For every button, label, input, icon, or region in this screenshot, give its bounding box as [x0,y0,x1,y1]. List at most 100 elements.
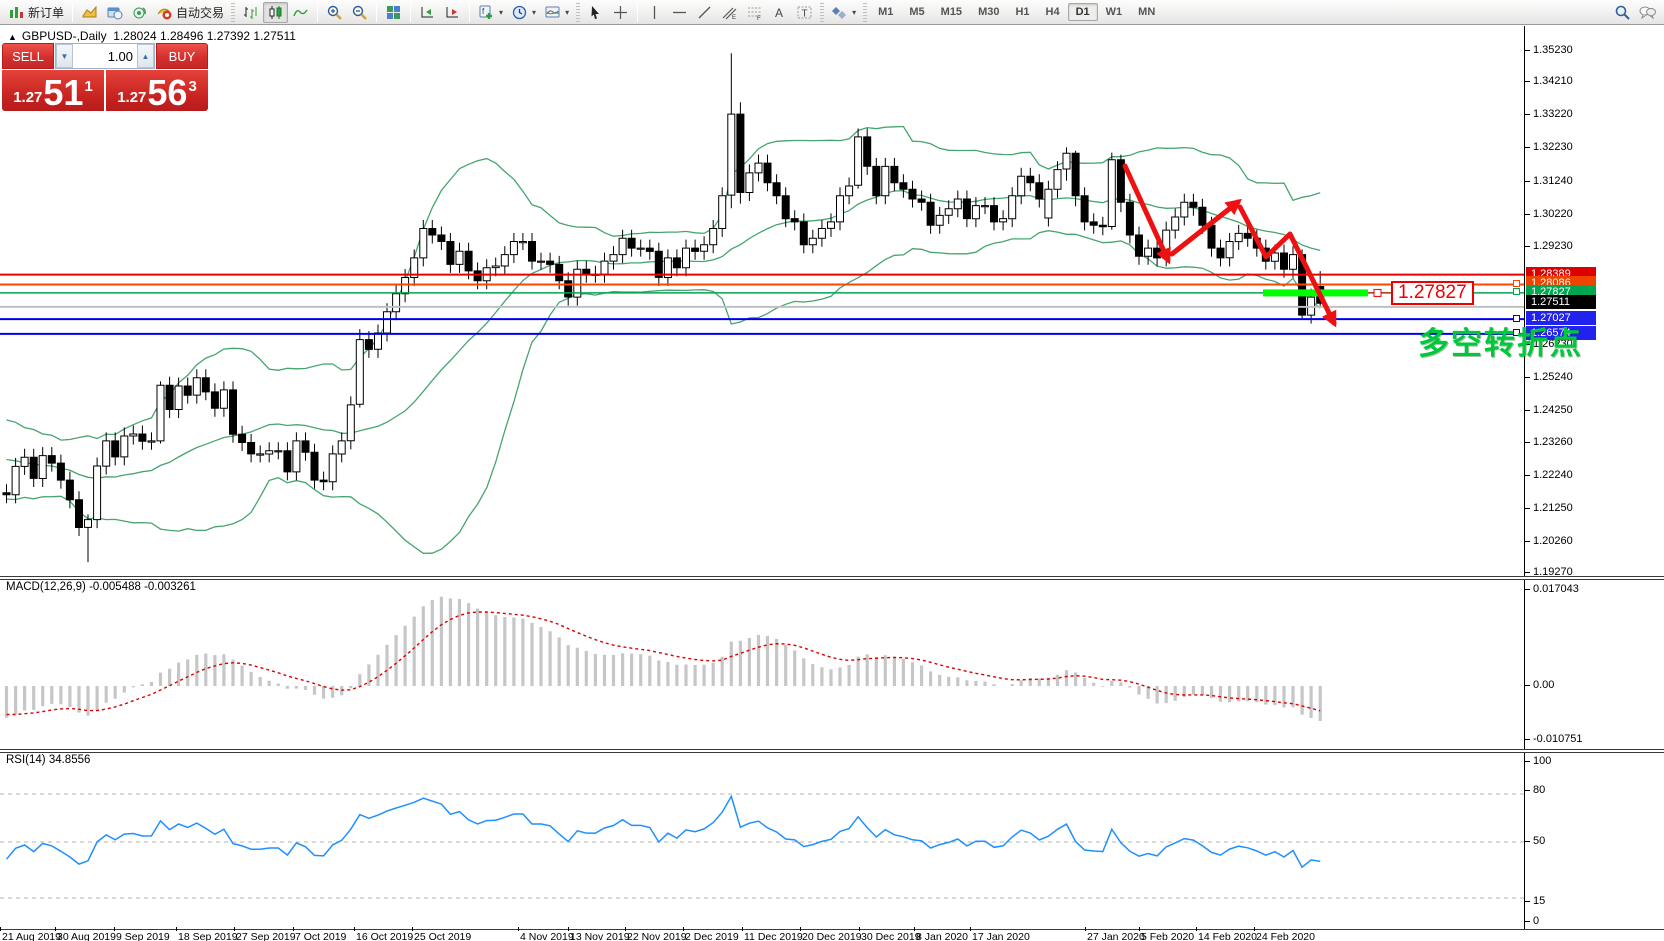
indicators-caret-icon[interactable]: ▾ [499,7,504,17]
time-tick-label: 4 Nov 2019 [520,931,574,941]
cursor-tool-button[interactable] [583,2,608,23]
bollinger-upper-band[interactable] [6,125,1321,441]
trend-arrow-annotation-2[interactable] [1169,198,1242,257]
buy-button[interactable]: BUY [156,43,208,69]
text-tool-button[interactable]: A [767,2,792,23]
buy-price-display[interactable]: 1.27 56 3 [106,70,208,111]
price-tick-label: 1.33220 [1533,108,1573,120]
time-axis-tick [859,927,860,931]
support-highlight-line[interactable] [1263,289,1368,297]
open-chart-button[interactable] [77,2,102,23]
indicators-icon: f [479,5,493,19]
indicator-tick-label: -0.010751 [1533,733,1583,745]
price-axis-tick [1525,246,1530,247]
time-axis-tick [1085,927,1086,931]
indicators-button[interactable]: f ▾ [474,2,507,23]
zoom-in-icon [327,5,342,20]
indicator-tick-label: 100 [1533,755,1552,767]
turning-point-annotation[interactable]: 多空转折点 [1418,326,1583,361]
channel-tool-button[interactable]: E [717,2,742,23]
periods-button[interactable]: ▾ [507,2,540,23]
time-axis-tick [683,927,684,931]
price-tick-label: 1.20260 [1533,535,1573,547]
step-forward-icon [446,6,459,17]
price-tick-label: 1.19270 [1533,566,1573,578]
label-tool-button[interactable]: T [792,2,817,23]
tile-windows-button[interactable] [381,2,406,23]
timeframe-button-m15[interactable]: M15 [940,6,963,18]
autotrade-button[interactable]: 自动交易 [152,2,228,23]
line-chart-button[interactable] [288,2,313,23]
volume-decrease-button[interactable]: ▼ [56,44,73,68]
pane-separator[interactable] [0,576,1664,580]
timeframe-button-mn[interactable]: MN [1138,6,1156,18]
svg-text:T: T [802,8,808,19]
volume-increase-button[interactable]: ▲ [137,44,154,68]
svg-text:F: F [757,16,761,21]
timeframe-button-h4[interactable]: H4 [1045,6,1060,18]
callout-line-handle[interactable] [1373,288,1382,297]
fibonacci-tool-button[interactable]: F [742,2,767,23]
price-callout-label[interactable]: 1.27827 [1391,281,1474,305]
timeframe-button-w1[interactable]: W1 [1105,6,1123,18]
vertical-line-tool-button[interactable] [642,2,667,23]
line-selection-handle[interactable] [1513,329,1520,337]
bull-candles[interactable] [11,113,1316,528]
new-order-button[interactable]: 新订单 [4,2,68,23]
time-tick-label: 20 Dec 2019 [802,931,862,941]
horizontal-line-tool-button[interactable] [667,2,692,23]
search-button[interactable] [1610,2,1635,23]
navigator-button[interactable] [127,2,152,23]
chat-button[interactable] [1635,2,1660,23]
macd-histogram[interactable] [4,596,1322,721]
time-axis-tick [1254,927,1255,931]
main-chart-pane[interactable] [0,26,1524,577]
time-axis-tick [568,927,569,931]
candlestick-chart-button[interactable] [263,1,289,23]
timeframe-button-h1[interactable]: H1 [1015,6,1030,18]
panel-collapse-icon[interactable]: ▲ [8,32,17,42]
bear-candles[interactable] [2,113,1325,528]
rsi-line[interactable] [5,794,1321,869]
shapes-caret-icon[interactable]: ▾ [852,7,857,17]
profiles-button[interactable] [102,2,127,23]
line-selection-handle[interactable] [1513,314,1520,322]
time-axis-tick [914,927,915,931]
pane-separator[interactable] [0,749,1664,753]
line-selection-handle[interactable] [1513,288,1520,296]
chart-window[interactable]: ▲ GBPUSD-,Daily 1.28024 1.28496 1.27392 1… [0,26,1664,941]
trend-line-tool-button[interactable] [692,2,717,23]
macd-pane[interactable] [0,579,1524,750]
templates-icon [545,6,560,17]
trend-arrow-annotation-1[interactable] [1122,163,1171,265]
bollinger-lower-band[interactable] [6,230,1321,554]
volume-input[interactable] [73,44,137,68]
bar-chart-button[interactable] [238,2,263,23]
rsi-pane[interactable] [0,752,1524,929]
macd-signal-line[interactable] [6,611,1321,716]
zoom-out-button[interactable] [347,2,372,23]
periods-caret-icon[interactable]: ▾ [532,7,537,17]
time-axis-tick [412,927,413,931]
timeframe-button-m5[interactable]: M5 [909,6,925,18]
time-axis-tick [234,927,235,931]
line-selection-handle[interactable] [1513,279,1520,287]
templates-caret-icon[interactable]: ▾ [565,7,570,17]
step-forward-button[interactable] [440,2,465,23]
templates-button[interactable]: ▾ [540,2,573,23]
crosshair-tool-button[interactable] [608,2,633,23]
sell-price-display[interactable]: 1.27 51 1 [2,70,104,111]
shapes-icon [832,6,847,19]
timeframe-button-m30[interactable]: M30 [978,6,1000,18]
shapes-button[interactable]: ▾ [827,2,860,23]
time-axis[interactable]: 21 Aug 2019 30 Aug 2019 9 Sep 2019 18 Sep 2… [0,927,1664,941]
step-back-button[interactable] [415,2,440,23]
sell-button[interactable]: SELL [2,43,54,69]
trend-arrow-annotation-3[interactable] [1237,204,1337,328]
timeframe-button-m1[interactable]: M1 [878,6,894,18]
bollinger-middle-band[interactable] [6,190,1321,479]
timeframe-button-d1[interactable]: D1 [1067,3,1098,21]
zoom-in-button[interactable] [322,2,347,23]
new-order-icon [10,6,23,18]
autotrade-label: 自动交易 [176,5,225,20]
